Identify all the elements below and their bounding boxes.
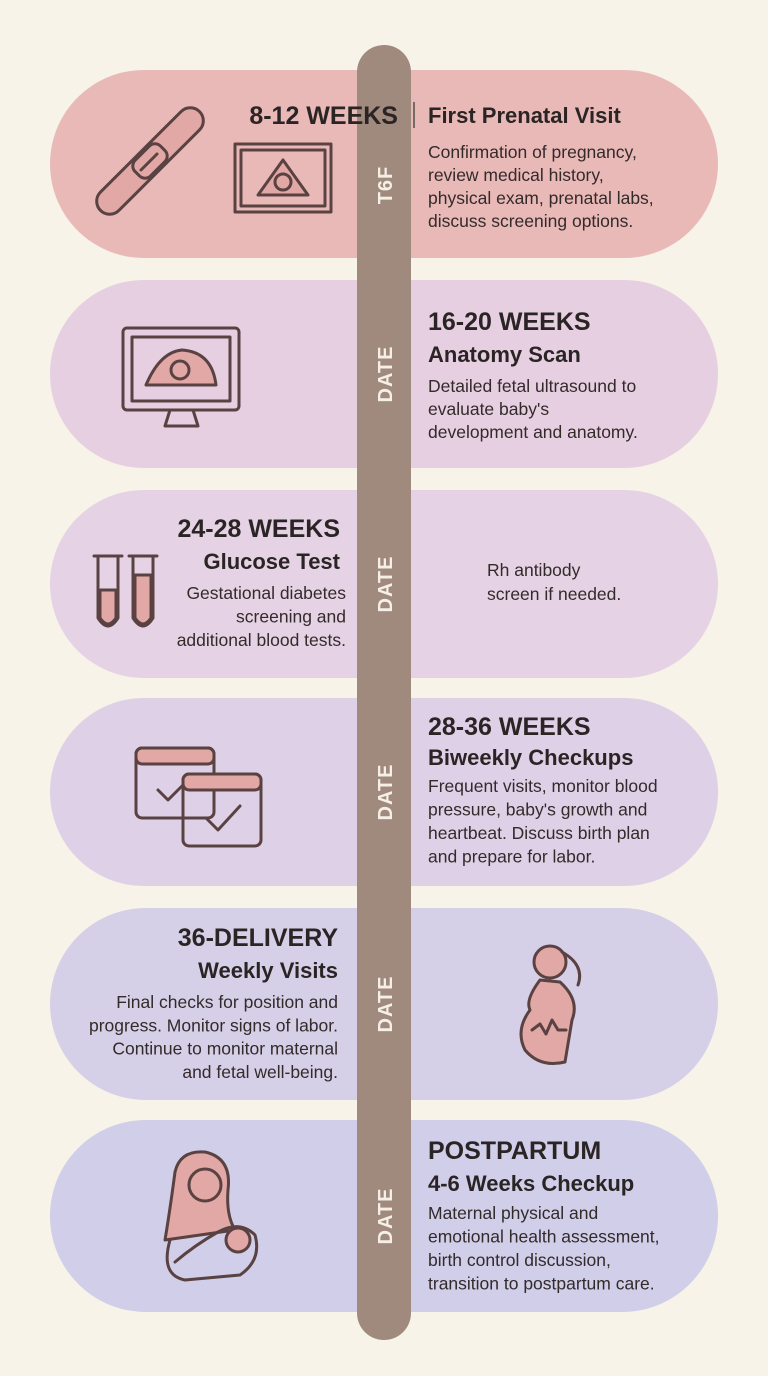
icon-mother [163,1150,259,1282]
description-line: Gestational diabetes [186,583,346,603]
icon-monitor-part [130,335,232,403]
description-line: Detailed fetal ultrasound to [428,376,636,396]
description-line: Continue to monitor maternal [112,1039,338,1059]
description-line: screening and [236,607,346,627]
icon-ultrasound-part [256,158,310,197]
description-line: additional blood tests. [177,630,346,650]
description-line: heartbeat. Discuss birth plan [428,823,650,843]
icon-ultrasound-part [233,142,333,214]
description-line: progress. Monitor signs of labor. [89,1015,338,1035]
description-line: and prepare for labor. [428,847,595,867]
icon-test-tubes-part [133,573,153,626]
description-line: screen if needed. [487,584,621,604]
description-line: review medical history, [428,165,604,185]
icon-calendars-part [156,780,188,802]
description: Maternal physical and emotional health as… [428,1203,660,1294]
heading: 8-12 WEEKS [249,102,398,130]
title: First Prenatal Visit [428,103,621,128]
heading: 28-36 WEEKS [428,713,591,741]
description-line: Frequent visits, monitor blood [428,776,658,796]
description: Frequent visits, monitor blood pressure, … [428,776,658,867]
description-line: emotional health assessment, [428,1227,660,1247]
heading: 16-20 WEEKS [428,308,591,336]
icon-pregnant-part [560,950,582,987]
icon-test-tubes [92,554,159,628]
icon-calendars-part [134,746,216,766]
icon-monitor-part [169,359,191,381]
icon-ultrasound-part [239,148,327,208]
icon-pregnancy-test-part [131,142,169,180]
heading: 24-28 WEEKS [177,515,340,543]
icon-test-tubes-part [96,556,120,628]
icon-pregnancy-test-part [139,152,159,172]
date-label: T6F [375,166,397,205]
icon-monitor [121,326,241,428]
description-line: Confirmation of pregnancy, [428,142,637,162]
title: Biweekly Checkups [428,745,633,770]
heading: 36-DELIVERY [178,924,339,952]
description: Final checks for position and progress. M… [89,992,338,1082]
description-line: physical exam, prenatal labs, [428,188,654,208]
date-label: DATE [375,346,397,403]
heading: POSTPARTUM [428,1137,601,1165]
description-line: Final checks for position and [116,992,338,1012]
description-line: Rh antibody [487,560,581,580]
icon-test-tubes-part [131,556,155,628]
icon-test-tubes-part [98,588,118,626]
date-label: DATE [375,764,397,821]
icon-pregnant-part [530,1018,568,1036]
description-line: evaluate baby's [428,399,549,419]
description: Gestational diabetes screening and additio… [177,583,347,650]
description-line: discuss screening options. [428,211,633,231]
icon-pregnant-part [519,978,576,1065]
icon-pregnant-part [532,944,568,980]
title: 4-6 Weeks Checkup [428,1171,634,1196]
icon-mother-part [224,1226,252,1254]
title: Glucose Test [203,549,340,574]
icon-pregnancy-test [95,106,205,216]
icon-mother-part [187,1167,223,1203]
icon-calendars-part [181,772,263,792]
title: Weekly Visits [198,958,338,983]
description: Detailed fetal ultrasound to evaluate bab… [428,376,638,442]
description-line: birth control discussion, [428,1250,611,1270]
note: Rh antibody screen if needed. [487,560,621,604]
icon-ultrasound [233,142,333,214]
description-line: Maternal physical and [428,1203,598,1223]
icon-monitor-part [163,408,200,428]
icon-monitor-part [144,348,218,387]
date-label: DATE [375,976,397,1033]
icon-mother-part [165,1225,259,1282]
icon-ultrasound-part [273,172,293,192]
icon-monitor-part [121,326,241,412]
description-line: development and anatomy. [428,422,638,442]
description: Confirmation of pregnancy, review medical… [428,142,654,231]
icon-pregnant [519,944,582,1065]
description-line: pressure, baby's growth and [428,800,647,820]
date-label: DATE [375,556,397,613]
date-label: DATE [375,1188,397,1245]
description-line: transition to postpartum care. [428,1274,655,1294]
timeline-bar [357,45,411,1340]
description-line: and fetal well-being. [182,1062,338,1082]
icon-calendars [134,746,263,848]
icon-calendars-part [204,804,242,832]
title: Anatomy Scan [428,342,581,367]
